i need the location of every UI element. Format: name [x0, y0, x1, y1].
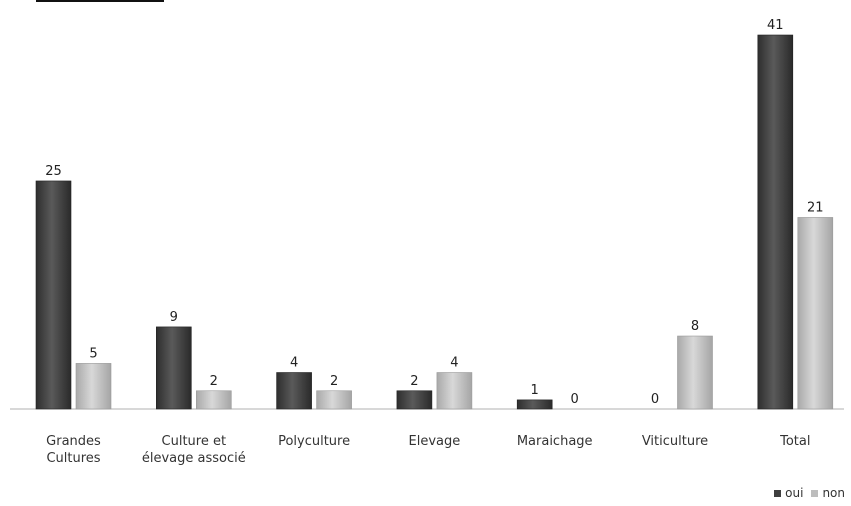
legend-label-non: non	[822, 486, 845, 500]
data-label-oui-1: 9	[170, 310, 178, 325]
data-label-non-2: 2	[330, 374, 338, 389]
data-label-non-5: 8	[691, 319, 699, 334]
bar-oui-1	[156, 326, 192, 410]
data-label-non-1: 2	[210, 374, 218, 389]
top-rule	[36, 0, 164, 2]
legend-swatch-non	[811, 489, 819, 497]
bar-oui-3	[396, 390, 433, 410]
bar-oui-0	[35, 180, 72, 410]
category-label-0: Grandes Cultures	[46, 434, 101, 466]
category-label-3: Elevage	[409, 434, 461, 449]
category-label-6: Total	[779, 434, 810, 449]
data-label-non-0: 5	[89, 346, 97, 361]
data-label-oui-6: 41	[767, 18, 784, 33]
data-label-oui-5: 0	[651, 392, 659, 407]
bar-oui-6	[757, 34, 794, 410]
category-label-4: Maraichage	[517, 434, 593, 449]
data-label-oui-0: 25	[45, 164, 62, 179]
category-label-1: Culture et élevage associé	[142, 434, 246, 466]
bar-non-1	[196, 390, 232, 410]
category-label-5: Viticulture	[642, 434, 708, 449]
bar-non-0	[75, 363, 112, 410]
data-label-non-4: 0	[571, 392, 579, 407]
category-label-2: Polyculture	[278, 434, 350, 449]
data-label-non-6: 21	[807, 200, 824, 215]
bar-non-5	[677, 335, 713, 410]
bar-oui-2	[276, 372, 312, 410]
legend-label-oui: oui	[785, 486, 804, 500]
legend-swatch-oui	[774, 489, 782, 497]
data-label-non-3: 4	[450, 356, 458, 371]
data-label-oui-3: 2	[410, 374, 418, 389]
bar-oui-4	[516, 399, 553, 410]
data-label-oui-2: 4	[290, 356, 298, 371]
bar-non-2	[316, 390, 352, 410]
bar-non-6	[797, 217, 834, 410]
bar-non-3	[436, 372, 473, 410]
legend: oui non	[774, 486, 845, 500]
data-label-oui-4: 1	[531, 383, 539, 398]
